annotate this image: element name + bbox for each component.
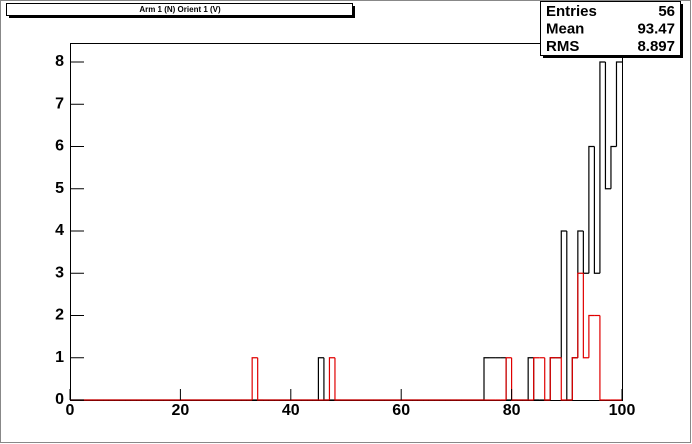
- y-tick-label: 7: [55, 95, 64, 112]
- y-tick-label: 8: [55, 53, 64, 70]
- y-tick-label: 0: [55, 391, 64, 408]
- x-tick-label: 80: [503, 402, 521, 419]
- histogram-step: [615, 61, 622, 147]
- histogram-step: [582, 273, 589, 359]
- histogram-step: [560, 230, 567, 358]
- y-tick-label: 2: [55, 307, 64, 324]
- stat-label: Mean: [546, 20, 584, 37]
- stat-value: 93.47: [637, 20, 675, 37]
- histogram-step: [533, 357, 540, 400]
- histogram-step: [588, 145, 595, 274]
- chart-title: Arm 1 (N) Orient 1 (V): [139, 5, 221, 14]
- histogram-step: [483, 357, 490, 400]
- histogram-step: [571, 357, 578, 400]
- histogram-step: [599, 61, 606, 274]
- stat-value: 8.897: [637, 38, 675, 55]
- stats-box: [540, 1, 681, 56]
- histogram-step: [328, 357, 335, 400]
- x-tick-label: 20: [172, 402, 190, 419]
- x-tick-label: 40: [282, 402, 300, 419]
- histogram-step: [549, 357, 556, 400]
- histogram-step: [604, 62, 611, 190]
- histogram-step: [593, 146, 600, 274]
- histogram-step: [599, 315, 606, 401]
- x-tick-label: 100: [609, 402, 636, 419]
- y-tick-label: 1: [55, 349, 64, 366]
- histogram-step: [560, 357, 567, 401]
- histogram-step: [610, 145, 617, 189]
- y-tick-label: 6: [55, 138, 64, 155]
- histogram-step: [527, 357, 534, 400]
- x-tick-label: 0: [66, 402, 75, 419]
- title-box: [6, 3, 353, 16]
- stat-label: RMS: [546, 38, 579, 55]
- stat-label: Entries: [546, 3, 597, 20]
- histogram-step: [544, 357, 551, 401]
- y-tick-label: 3: [55, 264, 64, 281]
- histogram-step: [257, 357, 264, 401]
- histogram-step: [251, 357, 258, 400]
- histogram-step: [577, 272, 584, 358]
- histogram-step: [588, 314, 595, 358]
- histogram-step: [317, 357, 324, 400]
- y-tick-label: 5: [55, 180, 64, 197]
- x-tick-label: 60: [392, 402, 410, 419]
- stat-value: 56: [658, 3, 675, 20]
- histogram-step: [505, 357, 512, 400]
- y-tick-label: 4: [55, 222, 64, 239]
- histogram-step: [334, 357, 341, 401]
